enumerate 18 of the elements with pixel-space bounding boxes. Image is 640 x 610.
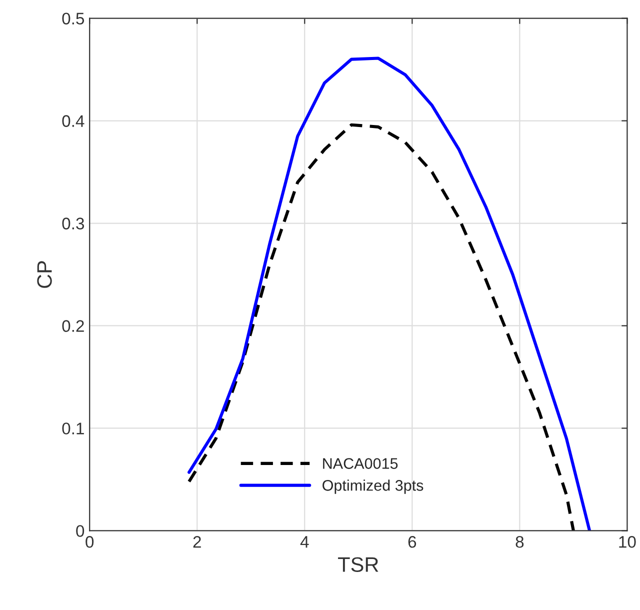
y-tick-label: 0.4 (62, 115, 84, 127)
y-tick-label: 0.5 (62, 12, 84, 25)
x-tick-label: 6 (408, 536, 416, 548)
line-series (188, 56, 592, 531)
x-tick-label: 8 (516, 536, 524, 548)
y-tick-label: 0.2 (62, 320, 84, 332)
x-axis-title: TSR (338, 557, 378, 572)
x-tick-label: 4 (300, 536, 309, 548)
y-axis-title: CP (37, 261, 52, 288)
x-tick-label: 0 (86, 536, 94, 548)
x-tick-label: 2 (193, 536, 201, 548)
y-tick-label: 0.1 (62, 422, 84, 434)
legend-label: Optimized 3pts (322, 480, 424, 494)
y-tick-label: 0.3 (62, 218, 84, 230)
legend-label: NACA0015 (323, 458, 398, 469)
x-tick-label: 10 (619, 536, 636, 548)
line-series (188, 123, 575, 531)
y-tick-label: 0 (76, 525, 84, 537)
